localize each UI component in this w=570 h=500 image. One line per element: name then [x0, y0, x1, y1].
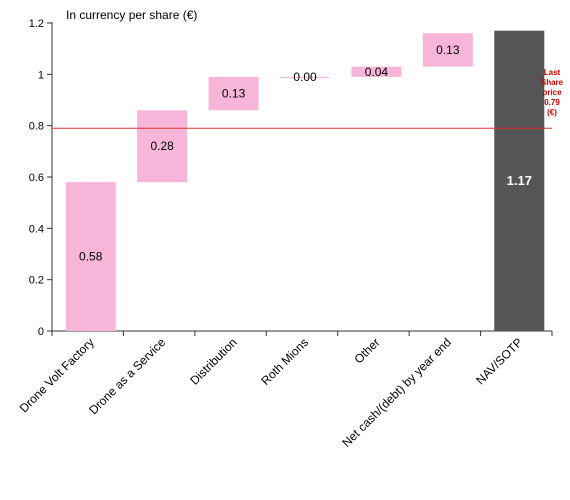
- waterfall-bar: [280, 76, 330, 78]
- reference-label-line: 0.79: [544, 98, 560, 107]
- waterfall-bar: [65, 182, 116, 331]
- y-tick-label: 0: [38, 326, 44, 338]
- bar-value-label: 0.13: [222, 87, 246, 101]
- total-bar: [494, 30, 545, 331]
- chart-title: In currency per share (€): [66, 8, 197, 22]
- y-tick-label: 0.2: [29, 275, 44, 287]
- bar-value-label: 0.58: [79, 250, 103, 264]
- bar-value-label: 0.28: [150, 139, 174, 153]
- y-tick-label: 1: [38, 69, 44, 81]
- x-category-label: Other: [351, 335, 382, 366]
- waterfall-bar: [351, 66, 402, 77]
- reference-label-line: Last: [544, 68, 561, 77]
- x-category-label: Drone as a Service: [86, 335, 168, 417]
- reference-label-line: Share: [541, 78, 564, 87]
- waterfall-bar: [208, 76, 259, 111]
- y-tick-label: 0.6: [29, 172, 44, 184]
- reference-label-line: (€): [547, 108, 557, 117]
- x-category-label: NAV/SOTP: [473, 335, 525, 387]
- bar-value-label: 0.13: [436, 43, 460, 57]
- y-tick-label: 1.2: [29, 18, 44, 30]
- x-category-label: Roth Mions: [258, 335, 311, 388]
- y-tick-label: 0.8: [29, 121, 44, 133]
- reference-label-line: price: [542, 88, 562, 97]
- bar-value-label: 0.00: [293, 70, 317, 84]
- waterfall-bar: [422, 33, 473, 67]
- waterfall-bar: [137, 110, 188, 183]
- bar-value-label: 0.04: [365, 65, 389, 79]
- y-tick-label: 0.4: [29, 223, 44, 235]
- x-category-label: Distribution: [187, 335, 239, 387]
- chart-marks: 0 0.2 0.4 0.6 0.8 1 1.2 0.58 0.28 0.13 0.00 0.04 0.1…: [17, 18, 564, 450]
- bar-value-label: 1.17: [507, 173, 532, 188]
- x-category-label: Drone Volt Factory: [17, 335, 97, 415]
- share-price-reference-label: Last Share price 0.79 (€): [541, 68, 564, 117]
